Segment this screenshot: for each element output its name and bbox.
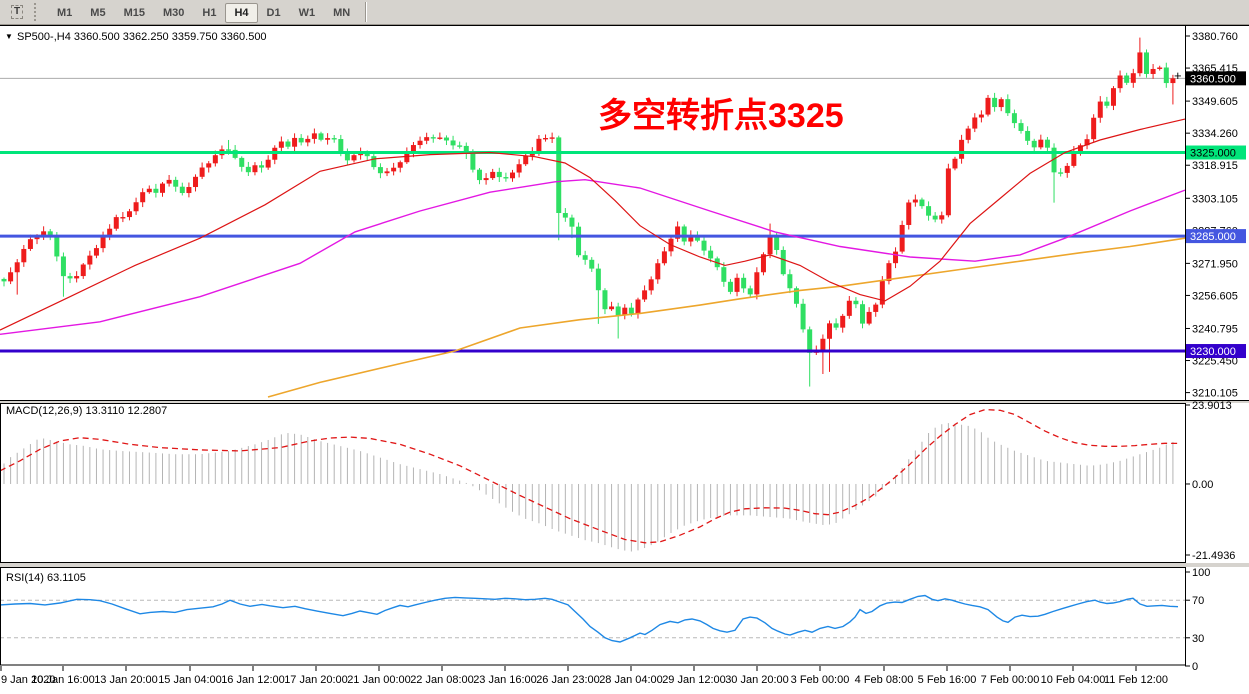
price-axis-label: 3349.605 bbox=[1192, 96, 1238, 108]
price-axis-label: 3225.450 bbox=[1192, 356, 1238, 368]
timeframe-button-m5[interactable]: M5 bbox=[90, 7, 106, 19]
time-axis-label: 26 Jan 23:00 bbox=[536, 674, 600, 686]
price-axis-label: 3380.760 bbox=[1192, 31, 1238, 43]
timeframe-button-mn[interactable]: MN bbox=[333, 7, 351, 19]
price-axis-label: 3271.950 bbox=[1192, 258, 1238, 270]
macd-histogram bbox=[3, 423, 1174, 552]
time-axis-label: 22 Jan 08:00 bbox=[410, 674, 474, 686]
macd-panel: MACD(12,26,9) 13.3110 12.2807 bbox=[0, 405, 1181, 552]
svg-text:3325.000: 3325.000 bbox=[1190, 148, 1236, 160]
time-axis-label: 21 Jan 00:00 bbox=[347, 674, 411, 686]
chart-canvas[interactable]: + ▼ SP500-,H4 3360.500 3362.250 3359.750 3… bbox=[0, 25, 1249, 694]
rsi-header: RSI(14) 63.1105 bbox=[6, 572, 86, 584]
toolbar-separator bbox=[365, 2, 368, 22]
toolbar-grip[interactable] bbox=[34, 3, 43, 21]
svg-text:3285.000: 3285.000 bbox=[1190, 231, 1236, 243]
text-tool-icon: T bbox=[10, 5, 24, 19]
price-axis-label: 3256.605 bbox=[1192, 290, 1238, 302]
timeframe-button-h4[interactable]: H4 bbox=[225, 3, 258, 23]
svg-text:3230.000: 3230.000 bbox=[1190, 346, 1236, 358]
price-axis-label: 3303.105 bbox=[1192, 193, 1238, 205]
rsi-axis-label: 0 bbox=[1192, 661, 1198, 673]
time-axis-label: 10 Jan 16:00 bbox=[31, 674, 95, 686]
level-price-tag bbox=[1186, 145, 1246, 160]
timeframe-button-m30[interactable]: M30 bbox=[162, 7, 185, 19]
current-price-tag bbox=[1186, 71, 1246, 86]
time-axis-label: 11 Feb 12:00 bbox=[1104, 674, 1168, 686]
time-axis-label: 29 Jan 12:00 bbox=[662, 674, 726, 686]
timeframe-button-d1[interactable]: D1 bbox=[266, 7, 281, 19]
timeframe-button-w1[interactable]: W1 bbox=[298, 7, 316, 19]
time-axis-label: 9 Jan 2020 bbox=[1, 674, 55, 686]
time-axis-label: 5 Feb 16:00 bbox=[918, 674, 977, 686]
symbol-ohlc-header: SP500-,H4 3360.500 3362.250 3359.750 336… bbox=[17, 31, 267, 43]
timeframe-button-h1[interactable]: H1 bbox=[202, 7, 217, 19]
price-axis-label: 3240.795 bbox=[1192, 323, 1238, 335]
time-axis-label: 7 Feb 00:00 bbox=[981, 674, 1040, 686]
time-axis-label: 15 Jan 04:00 bbox=[158, 674, 222, 686]
bid-cross-marker: + bbox=[1174, 68, 1182, 83]
time-axis-label: 10 Feb 04:00 bbox=[1041, 674, 1106, 686]
collapse-icon[interactable]: ▼ bbox=[5, 32, 13, 41]
level-price-tag bbox=[1186, 229, 1246, 244]
time-axis-label: 28 Jan 04:00 bbox=[599, 674, 663, 686]
level-price-tag bbox=[1186, 344, 1246, 359]
ma-mid-magenta bbox=[0, 178, 1186, 335]
price-axis: 3380.7603365.4153349.6053334.2603318.915… bbox=[1185, 31, 1246, 673]
rsi-axis-label: 30 bbox=[1192, 633, 1204, 645]
time-axis-label: 3 Feb 00:00 bbox=[791, 674, 850, 686]
price-axis-label: 3210.105 bbox=[1192, 388, 1238, 400]
ma-slow-orange bbox=[267, 237, 1186, 398]
text-tool-button[interactable]: T bbox=[4, 2, 30, 22]
timeframe-buttons-group: M1 M5 M15 M30 H1 H4 D1 W1 MN bbox=[48, 3, 359, 23]
time-axis-label: 23 Jan 16:00 bbox=[473, 674, 537, 686]
rsi-axis-label: 70 bbox=[1192, 595, 1204, 607]
time-axis-label: 4 Feb 08:00 bbox=[855, 674, 914, 686]
timeframe-button-m15[interactable]: M15 bbox=[123, 7, 145, 19]
rsi-axis-label: 100 bbox=[1192, 567, 1210, 579]
timeframe-button-m1[interactable]: M1 bbox=[57, 7, 73, 19]
macd-header: MACD(12,26,9) 13.3110 12.2807 bbox=[6, 405, 167, 417]
time-axis-label: 17 Jan 20:00 bbox=[284, 674, 348, 686]
macd-axis-label: -21.4936 bbox=[1192, 550, 1235, 562]
macd-axis-label: 0.00 bbox=[1192, 479, 1213, 491]
time-axis-label: 30 Jan 20:00 bbox=[725, 674, 789, 686]
macd-signal-line bbox=[0, 408, 1181, 544]
rsi-panel: RSI(14) 63.1105 bbox=[0, 572, 1185, 643]
rsi-line bbox=[0, 594, 1179, 643]
svg-text:3360.500: 3360.500 bbox=[1190, 73, 1236, 85]
candles-layer bbox=[1, 37, 1176, 387]
price-axis-label: 3318.915 bbox=[1192, 160, 1238, 172]
main-price-panel: + ▼ SP500-,H4 3360.500 3362.250 3359.750 3… bbox=[0, 31, 1186, 398]
ma-fast-red bbox=[0, 118, 1186, 331]
time-axis-label: 13 Jan 20:00 bbox=[94, 674, 158, 686]
macd-axis-label: 23.9013 bbox=[1192, 400, 1232, 412]
time-axis-label: 16 Jan 12:00 bbox=[221, 674, 285, 686]
price-axis-label: 3334.260 bbox=[1192, 128, 1238, 140]
